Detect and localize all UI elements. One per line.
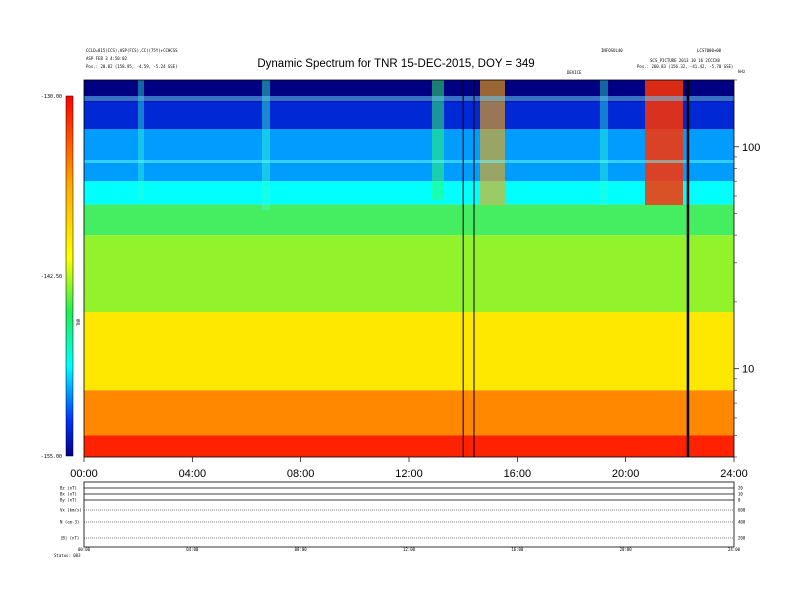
bottom-x-tick-label-1: 04:00 — [186, 547, 199, 552]
spectrum-streaks — [84, 80, 734, 210]
spectrum-band-7 — [84, 101, 734, 130]
header-right-line1a: INFOSOL40 — [601, 48, 623, 53]
bottom-left-label-1: Bx (nT) — [60, 492, 77, 497]
bottom-right-label-1: 10 — [738, 492, 743, 497]
bottom-right-label-2: 0 — [738, 498, 741, 503]
colorbar-tick-top: -130.00 — [41, 94, 62, 100]
streak-0 — [138, 80, 144, 200]
spectrum-band-5 — [84, 181, 734, 205]
streak-2 — [600, 80, 608, 205]
header-left-line1: CCLD=815(CCS),ASP(FCS),CC)(75Y)+CCHCSS — [86, 48, 178, 53]
bottom-right-label-3: 600 — [738, 508, 746, 513]
header-right-line3: Pos.: 260.83 (156.32, -41.42, -5.70 GSE) — [637, 64, 734, 69]
bottom-footer-label: Status: 003 — [54, 553, 81, 558]
bottom-panel-frame — [83, 481, 735, 548]
spectrum-band-0 — [84, 435, 734, 457]
colorbar-label: TNR — [76, 318, 81, 326]
bottom-left-label-2: By (nT) — [60, 498, 77, 503]
chart-title: Dynamic Spectrum for TNR 15-DEC-2015, DO… — [257, 58, 535, 70]
bottom-x-tick-label-5: 20:00 — [620, 547, 633, 552]
y-axis-unit: kHz — [738, 69, 746, 74]
bottom-right-label-5: 200 — [738, 536, 746, 541]
bottom-x-tick-label-0: 00:00 — [78, 547, 91, 552]
burst-block-1 — [432, 80, 444, 200]
y-tick-label-0: 100 — [742, 142, 760, 154]
spectrum-band-4 — [84, 204, 734, 236]
x-tick-label-0: 00:00 — [70, 468, 98, 480]
bottom-panel-labels: Bz (nT) 20 Bx (nT) 10 By (nT) 0 Vx (km/s) 600 N … — [60, 486, 746, 541]
x-tick-label-3: 12:00 — [395, 468, 423, 480]
bottom-left-label-3: Vx (km/s) — [60, 508, 82, 513]
header-device: DEVICE — [567, 70, 582, 75]
header-left-line3: Pos.: 20.82 (158.95, -4.59, -5.24 GSE) — [86, 64, 178, 69]
vertical-markers — [462, 80, 690, 457]
bottom-right-label-0: 20 — [738, 486, 743, 491]
x-tick-label-4: 16:00 — [504, 468, 532, 480]
bottom-left-label-0: Bz (nT) — [60, 486, 77, 491]
spectrum-band-3 — [84, 235, 734, 313]
bottom-x-tick-label-3: 12:00 — [403, 547, 416, 552]
x-tick-label-2: 08:00 — [287, 468, 315, 480]
x-axis: 00:00 00:00 04:00 04:00 08:00 08:00 12:00 12:00… — [70, 457, 748, 552]
colorbar-tick-bottom: -155.00 — [41, 454, 62, 460]
spectrum-bands — [84, 80, 734, 457]
x-tick-label-1: 04:00 — [179, 468, 207, 480]
bottom-panel-traces — [84, 487, 734, 539]
bottom-x-tick-label-4: 16:00 — [511, 547, 524, 552]
spectrum-band-1 — [84, 390, 734, 436]
horizontal-line-1 — [84, 96, 734, 101]
streak-1 — [262, 80, 270, 210]
spectrum-band-2 — [84, 312, 734, 391]
horizontal-line-2 — [84, 160, 734, 163]
colorbar-tick-mid: -142.50 — [41, 274, 62, 280]
bottom-left-label-4: N (cm-3) — [60, 520, 79, 525]
y-axis: 100 10 — [734, 79, 760, 458]
bottom-x-tick-label-6: 24:00 — [728, 547, 741, 552]
bottom-right-label-4: 400 — [738, 520, 746, 525]
bottom-x-tick-label-2: 08:00 — [295, 547, 308, 552]
y-tick-label-1: 10 — [742, 364, 754, 376]
spectrum-band-6 — [84, 129, 734, 182]
x-tick-label-6: 24:00 — [720, 468, 748, 480]
header-right-line1b: LCS7000+00 — [697, 48, 722, 53]
header-right-line2: SCS_PICTURE 2013 10 16 2CCCX8 — [650, 58, 720, 63]
header-left-line2: ASP FEB 3 4:50:02 — [86, 56, 127, 61]
x-tick-label-5: 20:00 — [612, 468, 640, 480]
bottom-left-label-5: |B| (nT) — [60, 536, 79, 541]
colorbar — [65, 95, 74, 457]
